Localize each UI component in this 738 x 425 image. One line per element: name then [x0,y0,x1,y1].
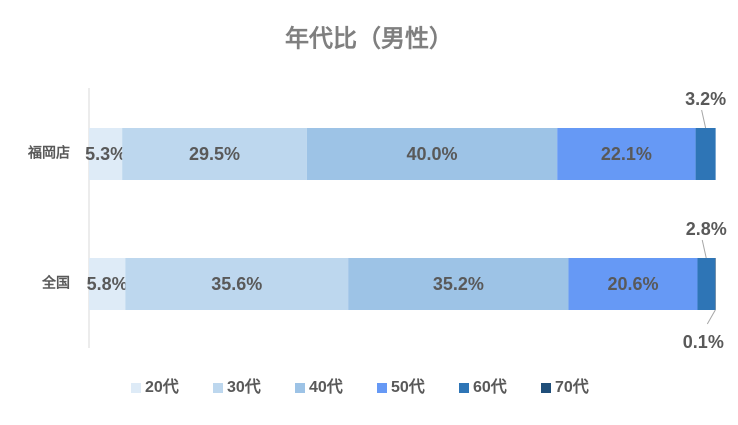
bar-segment [89,258,126,310]
legend-label: 20代 [145,377,179,396]
legend-label: 30代 [227,377,261,396]
legend-swatch [295,383,305,393]
bar-segment [568,258,698,310]
legend-label: 40代 [309,377,343,396]
data-label: 3.2% [685,89,726,109]
data-label: 40.0% [407,144,458,164]
bar-segment [89,128,123,180]
bar-segment [715,258,716,310]
bar-segment [122,128,307,180]
chart-title: 年代比（男性） [285,24,453,52]
legend-label: 50代 [391,377,425,396]
data-label: 22.1% [601,144,652,164]
leader-line [701,109,707,129]
legend-label: 60代 [473,377,507,396]
leader-line [701,239,707,259]
data-label: 2.8% [686,219,727,239]
bar-segment [697,258,715,310]
data-label: 29.5% [189,144,240,164]
legend-swatch [213,383,223,393]
data-label: 5.8% [87,274,128,294]
legend-swatch [377,383,387,393]
data-label: 35.6% [211,274,262,294]
legend-swatch [459,383,469,393]
legend-swatch [541,383,551,393]
data-label: 35.2% [433,274,484,294]
category-label: 全国 [41,275,70,291]
data-label: 20.6% [607,274,658,294]
bar-segment [557,128,696,180]
bar-segment [348,258,569,310]
bar-segment [306,128,558,180]
data-label: 0.1% [683,332,724,352]
leader-line [706,309,716,325]
bar-segment [695,128,716,180]
category-label: 福岡店 [27,145,70,161]
data-label: 5.3% [85,144,126,164]
legend-label: 70代 [555,377,589,396]
bar-segment [125,258,349,310]
legend-swatch [131,383,141,393]
